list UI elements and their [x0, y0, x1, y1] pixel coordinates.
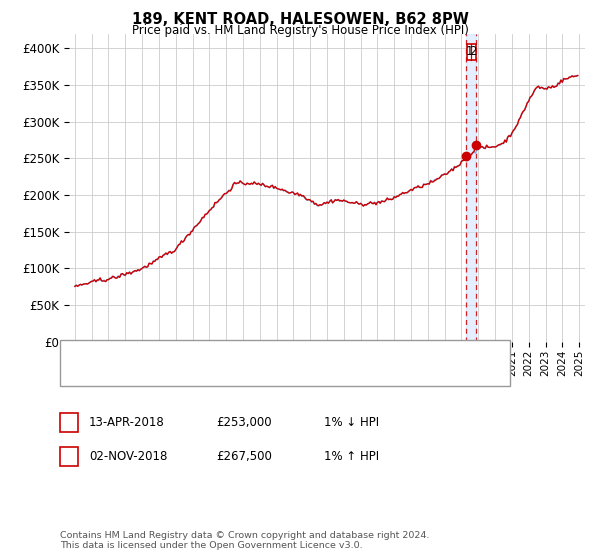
Text: 13-APR-2018: 13-APR-2018	[89, 416, 164, 430]
Text: Price paid vs. HM Land Registry's House Price Index (HPI): Price paid vs. HM Land Registry's House …	[131, 24, 469, 37]
Text: 189, KENT ROAD, HALESOWEN, B62 8PW (detached house): 189, KENT ROAD, HALESOWEN, B62 8PW (deta…	[117, 348, 448, 358]
Text: ——: ——	[78, 369, 109, 384]
Bar	[466, 34, 476, 342]
Text: £253,000: £253,000	[216, 416, 272, 430]
Text: 02-NOV-2018: 02-NOV-2018	[89, 450, 167, 463]
Text: 1: 1	[65, 416, 73, 430]
Text: 2: 2	[469, 45, 476, 58]
Text: Contains HM Land Registry data © Crown copyright and database right 2024.
This d: Contains HM Land Registry data © Crown c…	[60, 530, 430, 550]
Text: ——: ——	[78, 346, 109, 361]
Text: £267,500: £267,500	[216, 450, 272, 463]
Text: 1: 1	[466, 45, 473, 58]
Text: 189, KENT ROAD, HALESOWEN, B62 8PW: 189, KENT ROAD, HALESOWEN, B62 8PW	[131, 12, 469, 27]
Text: HPI: Average price, detached house, Dudley: HPI: Average price, detached house, Dudl…	[117, 371, 363, 381]
Text: 1% ↓ HPI: 1% ↓ HPI	[324, 416, 379, 430]
FancyBboxPatch shape	[467, 44, 476, 60]
Text: 1% ↑ HPI: 1% ↑ HPI	[324, 450, 379, 463]
Text: 2: 2	[65, 450, 73, 463]
